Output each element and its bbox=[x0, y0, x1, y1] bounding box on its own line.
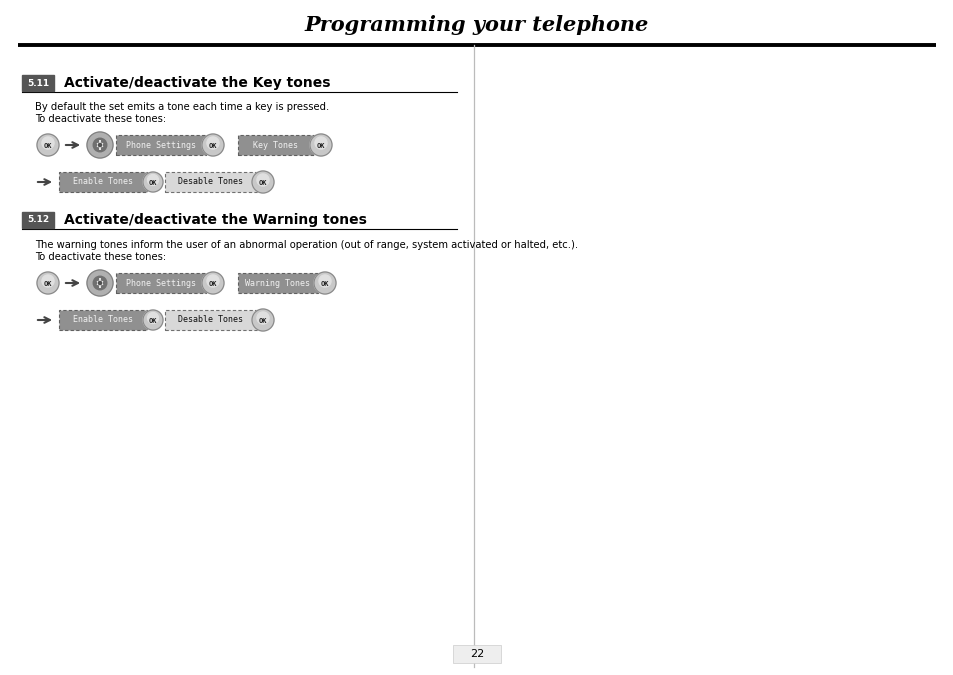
Text: OK: OK bbox=[149, 318, 157, 324]
Circle shape bbox=[143, 310, 163, 330]
Text: To deactivate these tones:: To deactivate these tones: bbox=[35, 114, 166, 124]
Text: OK: OK bbox=[209, 143, 217, 149]
Circle shape bbox=[148, 175, 158, 186]
FancyBboxPatch shape bbox=[165, 172, 256, 192]
Circle shape bbox=[207, 137, 219, 149]
Circle shape bbox=[93, 276, 107, 290]
Text: 5.11: 5.11 bbox=[27, 78, 49, 88]
FancyBboxPatch shape bbox=[22, 212, 54, 228]
Text: OK: OK bbox=[316, 143, 325, 149]
FancyBboxPatch shape bbox=[116, 273, 206, 293]
Text: Desable Tones: Desable Tones bbox=[178, 315, 243, 325]
FancyBboxPatch shape bbox=[237, 135, 314, 155]
Circle shape bbox=[98, 144, 101, 146]
Text: OK: OK bbox=[320, 281, 329, 287]
Text: 5.12: 5.12 bbox=[27, 215, 49, 225]
Circle shape bbox=[314, 272, 335, 294]
Text: The warning tones inform the user of an abnormal operation (out of range, system: The warning tones inform the user of an … bbox=[35, 240, 578, 250]
Text: Phone Settings: Phone Settings bbox=[126, 279, 195, 288]
FancyBboxPatch shape bbox=[165, 310, 256, 330]
Circle shape bbox=[252, 171, 274, 193]
Text: Activate/deactivate the Warning tones: Activate/deactivate the Warning tones bbox=[64, 213, 367, 227]
Text: Programming your telephone: Programming your telephone bbox=[305, 15, 648, 35]
Text: To deactivate these tones:: To deactivate these tones: bbox=[35, 252, 166, 262]
Circle shape bbox=[202, 134, 224, 156]
FancyBboxPatch shape bbox=[22, 75, 54, 91]
Circle shape bbox=[42, 275, 54, 287]
Text: OK: OK bbox=[258, 318, 267, 324]
FancyBboxPatch shape bbox=[116, 135, 206, 155]
Text: Desable Tones: Desable Tones bbox=[178, 178, 243, 186]
Circle shape bbox=[148, 313, 158, 323]
Text: Activate/deactivate the Key tones: Activate/deactivate the Key tones bbox=[64, 76, 330, 90]
Text: 22: 22 bbox=[470, 649, 483, 659]
Text: By default the set emits a tone each time a key is pressed.: By default the set emits a tone each tim… bbox=[35, 102, 329, 112]
Text: OK: OK bbox=[44, 281, 52, 287]
Circle shape bbox=[318, 275, 331, 287]
Circle shape bbox=[87, 270, 112, 296]
Text: OK: OK bbox=[209, 281, 217, 287]
Circle shape bbox=[37, 134, 59, 156]
FancyBboxPatch shape bbox=[59, 310, 147, 330]
Text: Enable Tones: Enable Tones bbox=[73, 178, 132, 186]
Circle shape bbox=[87, 132, 112, 158]
Circle shape bbox=[314, 137, 327, 149]
Text: OK: OK bbox=[149, 180, 157, 186]
Text: Phone Settings: Phone Settings bbox=[126, 140, 195, 149]
Text: Enable Tones: Enable Tones bbox=[73, 315, 132, 325]
Text: OK: OK bbox=[44, 143, 52, 149]
Circle shape bbox=[37, 272, 59, 294]
FancyBboxPatch shape bbox=[237, 273, 317, 293]
Circle shape bbox=[143, 172, 163, 192]
FancyBboxPatch shape bbox=[453, 645, 500, 663]
Circle shape bbox=[202, 272, 224, 294]
Circle shape bbox=[93, 138, 107, 152]
Circle shape bbox=[42, 137, 54, 149]
Text: Warning Tones: Warning Tones bbox=[245, 279, 310, 288]
Circle shape bbox=[256, 312, 269, 324]
Text: Key Tones: Key Tones bbox=[253, 140, 298, 149]
Circle shape bbox=[310, 134, 332, 156]
Circle shape bbox=[98, 281, 101, 285]
Circle shape bbox=[256, 174, 269, 186]
Circle shape bbox=[207, 275, 219, 287]
Text: OK: OK bbox=[258, 180, 267, 186]
Circle shape bbox=[252, 309, 274, 331]
FancyBboxPatch shape bbox=[59, 172, 147, 192]
